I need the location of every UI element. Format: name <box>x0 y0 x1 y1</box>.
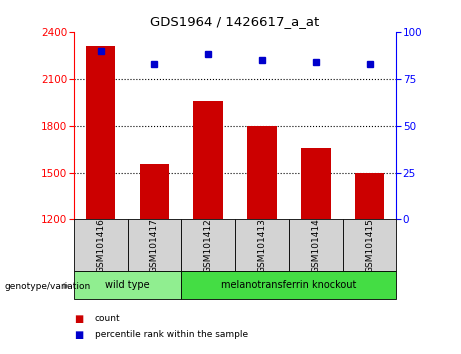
Text: GSM101413: GSM101413 <box>258 218 266 273</box>
Bar <box>74 219 128 271</box>
Bar <box>128 219 181 271</box>
Bar <box>140 164 169 219</box>
Bar <box>355 173 384 219</box>
Bar <box>181 219 235 271</box>
Bar <box>289 219 343 271</box>
Text: GSM101416: GSM101416 <box>96 218 105 273</box>
Bar <box>74 271 181 299</box>
Text: GSM101414: GSM101414 <box>311 218 320 273</box>
Text: GSM101412: GSM101412 <box>204 218 213 273</box>
Text: genotype/variation: genotype/variation <box>5 281 91 291</box>
Title: GDS1964 / 1426617_a_at: GDS1964 / 1426617_a_at <box>150 15 320 28</box>
Text: ■: ■ <box>74 330 83 339</box>
Text: melanotransferrin knockout: melanotransferrin knockout <box>221 280 356 290</box>
Bar <box>86 46 115 219</box>
Text: GSM101415: GSM101415 <box>365 218 374 273</box>
Bar <box>343 219 396 271</box>
Text: count: count <box>95 314 120 323</box>
Bar <box>247 126 277 219</box>
Text: ■: ■ <box>74 314 83 324</box>
Bar <box>181 271 396 299</box>
Text: percentile rank within the sample: percentile rank within the sample <box>95 330 248 339</box>
Bar <box>194 101 223 219</box>
Bar <box>235 219 289 271</box>
Bar <box>301 148 331 219</box>
Text: GSM101417: GSM101417 <box>150 218 159 273</box>
Text: wild type: wild type <box>105 280 150 290</box>
